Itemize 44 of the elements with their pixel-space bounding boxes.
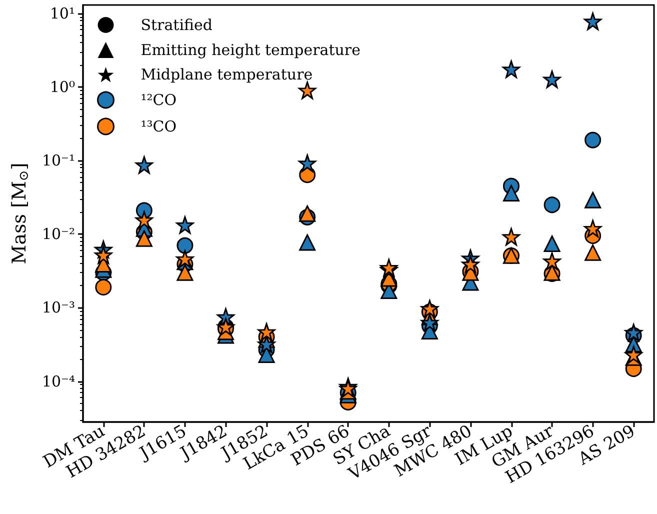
point xyxy=(543,252,561,270)
point xyxy=(584,132,602,148)
point xyxy=(176,250,194,268)
point xyxy=(543,70,561,88)
point xyxy=(299,234,316,251)
y-axis-title: Mass [M⊙] xyxy=(8,162,32,264)
legend-label: ¹³CO xyxy=(140,117,177,136)
point xyxy=(584,192,602,208)
point xyxy=(502,60,520,78)
legend-label: Midplane temperature xyxy=(140,66,313,84)
point xyxy=(135,156,153,174)
point xyxy=(584,244,602,261)
point xyxy=(176,216,194,234)
point xyxy=(502,228,520,246)
y-tick-label: 10⁻³ xyxy=(42,298,75,317)
point xyxy=(462,255,480,273)
point xyxy=(544,236,560,252)
y-tick-label: 10⁻² xyxy=(42,225,75,244)
legend-label: ¹²CO xyxy=(140,90,177,109)
point xyxy=(299,205,316,222)
point xyxy=(95,278,112,296)
point xyxy=(420,300,438,318)
point xyxy=(503,184,520,202)
y-tick-label: 10⁻¹ xyxy=(42,152,75,170)
point xyxy=(420,314,438,332)
point xyxy=(258,323,276,341)
point xyxy=(624,324,642,342)
point xyxy=(258,335,276,353)
point xyxy=(298,82,316,100)
y-tick-label: 10¹ xyxy=(50,4,75,22)
legend-label: Emitting height temperature xyxy=(140,41,361,59)
point xyxy=(584,220,602,238)
point xyxy=(584,12,602,30)
point xyxy=(624,346,642,364)
legend-label: Stratified xyxy=(140,16,213,34)
y-tick-label: 10⁻⁴ xyxy=(42,372,75,390)
point xyxy=(544,196,560,214)
point xyxy=(94,246,112,264)
y-tick-label: 10⁰ xyxy=(50,78,75,96)
point xyxy=(298,154,316,172)
point xyxy=(135,211,153,229)
point xyxy=(176,237,194,254)
point xyxy=(136,230,152,247)
point xyxy=(176,264,194,281)
